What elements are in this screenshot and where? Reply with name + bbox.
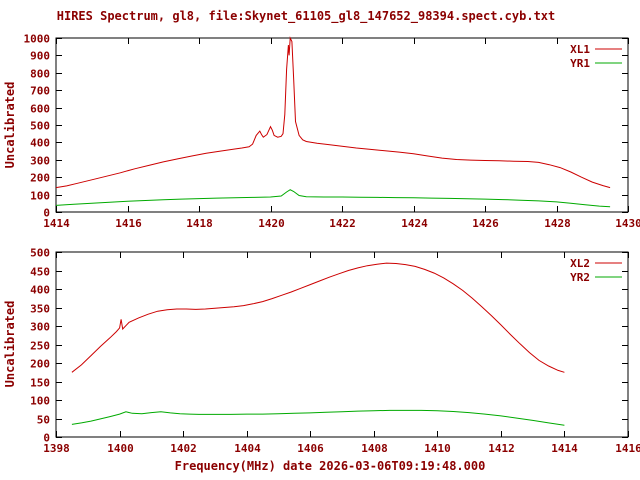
y-tick-label: 400	[30, 137, 50, 150]
y-tick-label: 200	[30, 358, 50, 371]
plot-border	[55, 37, 629, 213]
x-tick-label: 1420	[258, 217, 285, 230]
y-tick-label: 500	[30, 120, 50, 133]
legend-label-XL2: XL2	[570, 257, 590, 270]
x-tick-label: 1408	[361, 442, 388, 455]
top-chart: 1414 1416 1418 1420 1422 1424 1426 1428 1430 0 100…	[24, 33, 640, 231]
y-tick-label: 250	[30, 340, 50, 353]
x-tick-label: 1422	[329, 217, 356, 230]
series-line-XL1	[55, 36, 611, 189]
x-tick-label: 1424	[401, 217, 428, 230]
x-tick-label: 1428	[544, 217, 571, 230]
x-tick-label: 1400	[107, 442, 134, 455]
y-tick-label: 350	[30, 303, 50, 316]
x-tick-label: 1406	[297, 442, 324, 455]
y-tick-label: 300	[30, 321, 50, 334]
figure-title: HIRES Spectrum, gl8, file:Skynet_61105_g…	[57, 9, 556, 24]
y-tick-label: 300	[30, 155, 50, 168]
y-tick-label: 100	[30, 190, 50, 203]
y-tick-label: 100	[30, 395, 50, 408]
legend-label-YR1: YR1	[570, 57, 590, 70]
x-tick-label: 1416	[615, 442, 640, 455]
y-tick-label: 0	[43, 432, 50, 445]
series-line-YR1	[55, 189, 611, 208]
x-tick-label: 1414	[43, 217, 70, 230]
y-tick-label: 1000	[24, 33, 51, 46]
y-tick-label: 0	[43, 207, 50, 220]
y-tick-label: 900	[30, 50, 50, 63]
x-tick-label: 1414	[551, 442, 578, 455]
y-tick-label: 500	[30, 247, 50, 260]
series-line-YR2	[71, 409, 565, 426]
x-tick-label: 1426	[472, 217, 499, 230]
y-tick-label: 700	[30, 85, 50, 98]
x-tick-label: 1412	[488, 442, 515, 455]
x-tick-label: 1418	[186, 217, 213, 230]
x-tick-label: 1398	[43, 442, 70, 455]
x-tick-label: 1430	[615, 217, 640, 230]
y-tick-label: 50	[37, 414, 50, 427]
y-tick-label: 600	[30, 103, 50, 116]
x-tick-label: 1416	[115, 217, 142, 230]
x-tick-label: 1410	[424, 442, 451, 455]
x-axis-label: Frequency(MHz) date 2026-03-06T09:19:48.…	[175, 459, 486, 473]
y-tick-label: 150	[30, 377, 50, 390]
x-tick-label: 1402	[170, 442, 197, 455]
legend-label-YR2: YR2	[570, 271, 590, 284]
legend-label-XL1: XL1	[570, 43, 590, 56]
y-tick-label: 450	[30, 266, 50, 279]
y-axis-label-bottom: Uncalibrated	[3, 301, 17, 388]
bottom-chart: 1398 1400 1402 1404 1406 1408 1410 1412 1414 1416…	[30, 247, 640, 456]
y-tick-label: 800	[30, 68, 50, 81]
y-tick-label: 200	[30, 172, 50, 185]
series-line-XL2	[71, 262, 565, 373]
plot-border	[55, 251, 629, 438]
y-tick-label: 400	[30, 284, 50, 297]
x-tick-label: 1404	[234, 442, 261, 455]
y-axis-label-top: Uncalibrated	[3, 82, 17, 169]
